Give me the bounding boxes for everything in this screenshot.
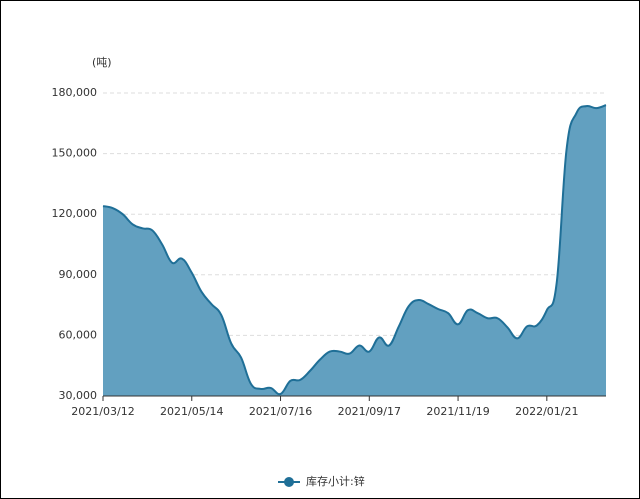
x-tick-label: 2021/03/12 — [71, 405, 134, 418]
y-tick-label: 90,000 — [59, 268, 98, 281]
legend-marker — [284, 477, 294, 487]
line — [102, 104, 607, 396]
x-tick-label: 2021/09/17 — [338, 405, 401, 418]
y-axis-label: (吨) — [92, 56, 112, 69]
legend-label: 库存小计:锌 — [306, 474, 365, 488]
y-tick-label: 150,000 — [52, 147, 98, 160]
x-tick-label: 2021/05/14 — [160, 405, 223, 418]
y-tick-label: 120,000 — [52, 207, 98, 220]
y-tick-label: 180,000 — [52, 86, 98, 99]
y-tick-label: 30,000 — [59, 389, 98, 402]
x-tick-label: 2021/07/16 — [249, 405, 312, 418]
y-tick-label: 60,000 — [59, 328, 98, 341]
x-tick-label: 2021/11/19 — [426, 405, 489, 418]
area — [103, 105, 606, 397]
x-tick-label: 2022/01/21 — [515, 405, 578, 418]
